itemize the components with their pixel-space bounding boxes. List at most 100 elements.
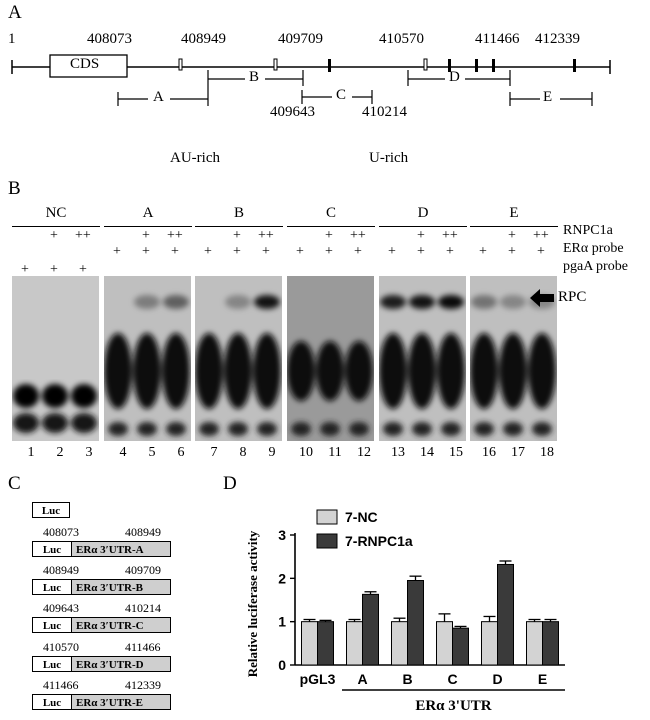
- era-probe-mark: +: [142, 244, 150, 259]
- era-probe-mark: +: [233, 244, 241, 259]
- group-title-nc: NC: [45, 205, 67, 221]
- bar-7-rnpc1a: [542, 621, 559, 666]
- construct-luc-box: Luc: [32, 656, 72, 672]
- construct-start-position: 409643: [43, 601, 79, 615]
- legend-au-rich-label: AU-rich: [170, 150, 220, 166]
- segment-d-label: D: [449, 69, 460, 85]
- group-title-a: A: [142, 205, 154, 221]
- era-probe-mark: +: [479, 244, 487, 259]
- era-probe-mark: +: [446, 244, 454, 259]
- bar-7-rnpc1a: [362, 593, 379, 666]
- luc-only-box: Luc: [32, 502, 70, 518]
- map-start-label: 1: [8, 31, 16, 47]
- rnpc1a-mark: +: [508, 228, 516, 243]
- y-tick-label: 2: [278, 570, 286, 586]
- lane-number: 2: [56, 445, 64, 460]
- bar-7-nc: [391, 621, 408, 666]
- pgaa-probe-mark: +: [50, 262, 58, 277]
- y-tick-label: 3: [278, 527, 286, 543]
- x-tick-label: pGL3: [300, 671, 336, 687]
- construct-start-position: 408949: [43, 563, 79, 577]
- rnpc1a-mark: ++: [258, 228, 274, 243]
- segment-a-label: A: [153, 89, 164, 105]
- lane-number: 15: [449, 445, 463, 460]
- group-underline: [104, 226, 192, 227]
- era-probe-mark: +: [354, 244, 362, 259]
- bar-7-nc: [526, 621, 543, 666]
- luciferase-bar-chart: Relative luciferase activity 0 1 2 3 7-NC 7-RN…: [245, 509, 565, 714]
- lane-number: 17: [511, 445, 525, 460]
- group-underline: [12, 226, 100, 227]
- group-title-c: C: [325, 205, 336, 221]
- panel-c-letter: C: [8, 473, 21, 494]
- y-tick-label: 0: [278, 657, 286, 673]
- x-tick-label: B: [402, 671, 412, 687]
- construct-utr-box: ERα 3′UTR-D: [71, 656, 171, 672]
- rnpc1a-mark: ++: [75, 228, 91, 243]
- lane-number: 13: [391, 445, 405, 460]
- u-rich-marker: [178, 58, 183, 71]
- construct-luc-box: Luc: [32, 694, 72, 710]
- construct-utr-box: ERα 3′UTR-E: [71, 694, 171, 710]
- legend-swatch: [316, 533, 338, 549]
- au-rich-marker: [475, 59, 478, 72]
- construct-utr-box: ERα 3′UTR-B: [71, 579, 171, 595]
- era-probe-mark: +: [417, 244, 425, 259]
- map-position-411466: 411466: [475, 31, 520, 47]
- era-probe-mark: +: [262, 244, 270, 259]
- lane-number: 4: [119, 445, 127, 460]
- lane-number: 3: [85, 445, 93, 460]
- rpc-arrow-icon: [530, 289, 554, 307]
- gel-group-b: [195, 276, 282, 441]
- segment-c-bracket: [301, 90, 373, 104]
- segment-b-label: B: [249, 69, 260, 85]
- construct-end-position: 411466: [125, 640, 161, 654]
- rnpc1a-mark: ++: [442, 228, 458, 243]
- x-tick-label: C: [447, 671, 457, 687]
- panel-b-letter: B: [8, 178, 21, 199]
- gene-map: [11, 54, 611, 106]
- rnpc1a-mark: +: [417, 228, 425, 243]
- construct-luc-box: Luc: [32, 617, 72, 633]
- lane-number: 18: [540, 445, 554, 460]
- construct-start-position: 411466: [43, 678, 79, 692]
- pgaa-probe-mark: +: [21, 262, 29, 277]
- rnpc1a-mark: +: [142, 228, 150, 243]
- map-position-409709: 409709: [278, 31, 323, 47]
- construct-end-position: 410214: [125, 601, 161, 615]
- rnpc1a-mark: +: [233, 228, 241, 243]
- au-rich-marker: [328, 59, 331, 72]
- segment-e-bracket: [509, 92, 593, 106]
- segment-b-bracket: [208, 70, 304, 86]
- rnpc1a-mark: +: [325, 228, 333, 243]
- x-tick-label: E: [538, 671, 547, 687]
- row-label-rnpc1a: RNPC1a: [563, 223, 613, 238]
- pgaa-probe-mark: +: [79, 262, 87, 277]
- group-underline: [379, 226, 467, 227]
- panel-d-letter: D: [223, 473, 237, 494]
- era-probe-mark: +: [508, 244, 516, 259]
- segment-d-bracket: [407, 70, 511, 86]
- bar-7-nc: [481, 621, 498, 666]
- lane-number: 11: [328, 445, 342, 460]
- construct-utr-box: ERα 3′UTR-C: [71, 617, 171, 633]
- bar-7-nc: [346, 621, 363, 666]
- segment-e-label: E: [543, 89, 553, 105]
- map-position-410214: 410214: [362, 104, 407, 120]
- map-position-412339: 412339: [535, 31, 580, 47]
- au-rich-marker: [492, 59, 495, 72]
- rnpc1a-mark: ++: [167, 228, 183, 243]
- rpc-label: RPC: [558, 289, 587, 305]
- segment-a-bracket: [117, 70, 209, 106]
- au-rich-marker: [448, 59, 451, 72]
- y-tick-label: 1: [278, 614, 286, 630]
- era-probe-mark: +: [113, 244, 121, 259]
- bar-7-nc: [301, 621, 318, 666]
- x-tick-label: D: [492, 671, 502, 687]
- group-title-d: D: [417, 205, 429, 221]
- gel-group-e: [470, 276, 557, 441]
- lane-number: 6: [177, 445, 185, 460]
- era-probe-mark: +: [537, 244, 545, 259]
- era-probe-mark: +: [296, 244, 304, 259]
- legend-u-rich-label: U-rich: [369, 150, 409, 166]
